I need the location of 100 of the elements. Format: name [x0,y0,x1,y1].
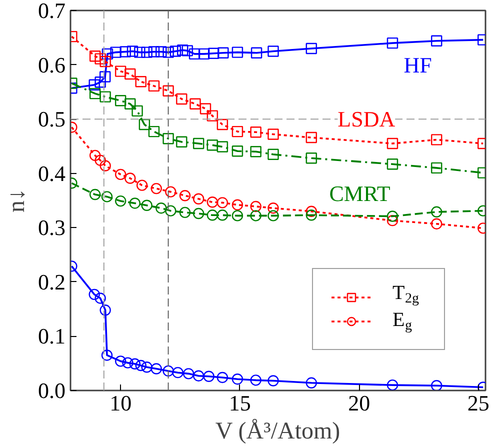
point [192,138,204,150]
point [386,37,398,49]
point [179,190,191,202]
point [182,45,193,56]
point [190,98,201,110]
y-tick-label: 0.5 [38,106,66,132]
point [94,154,106,166]
point [176,93,188,105]
point [268,202,279,214]
annotation: CMRT [329,180,391,206]
point [198,48,210,60]
point [141,46,152,58]
point [148,126,160,138]
point [156,46,167,58]
point [250,47,262,58]
point [431,162,442,174]
point [94,53,106,64]
point [176,136,188,148]
point [431,206,442,218]
point [162,365,174,377]
point [306,210,317,221]
point [88,288,100,300]
point [250,210,262,222]
point [162,85,174,96]
point [100,56,111,68]
x-tick-label: 25 [467,390,490,416]
point [250,126,262,138]
point [114,195,126,207]
point [150,182,162,194]
point [306,42,317,54]
point [89,150,101,162]
point [386,210,398,222]
point [232,46,244,58]
point [386,214,398,226]
point [141,362,152,373]
point [170,46,182,57]
point [148,80,160,92]
point [216,210,228,221]
point [138,118,150,130]
point [268,128,279,140]
point [208,48,220,59]
point [250,374,262,386]
y-axis-title: n↓ [4,188,30,212]
point [268,375,279,386]
point [172,366,184,378]
y-tick-label: 0.1 [38,324,66,349]
point [206,140,218,151]
point [162,133,174,144]
point [165,186,176,198]
point [250,200,262,212]
point [129,198,140,209]
point [268,148,279,160]
point [216,372,228,384]
point [306,152,317,164]
point [124,172,136,184]
x-tick-label: 15 [228,390,251,416]
point [206,110,218,122]
point [431,218,442,230]
y-tick-label: 0.3 [38,215,66,240]
point [114,356,126,367]
point [177,44,188,56]
point [114,95,126,106]
point [101,350,113,361]
point [150,363,162,374]
y-tick-label: 0.2 [38,269,66,294]
point [129,358,140,370]
point [156,202,167,214]
point [306,132,317,144]
point [94,292,106,304]
point [216,118,228,130]
point [188,48,200,60]
point [165,205,176,216]
point [431,380,442,390]
point [110,46,122,58]
point [120,46,131,58]
point [192,208,204,220]
point [192,370,204,382]
x-tick-label: 20 [348,390,370,416]
point [136,180,148,191]
point [135,360,146,372]
point [192,193,204,204]
point [102,48,114,60]
point [431,134,442,146]
y-tick-label: 0.7 [38,0,66,23]
point [232,146,244,157]
point [206,196,218,208]
point [232,199,244,210]
point [100,160,111,172]
point [141,200,152,211]
x-tick-label: 10 [110,390,132,416]
point [218,47,229,58]
point [431,35,442,46]
point [100,304,111,316]
point [179,206,191,218]
point [114,168,126,180]
point [99,71,111,82]
point [124,98,136,110]
point [114,66,126,77]
point [232,126,244,138]
point [250,146,262,158]
